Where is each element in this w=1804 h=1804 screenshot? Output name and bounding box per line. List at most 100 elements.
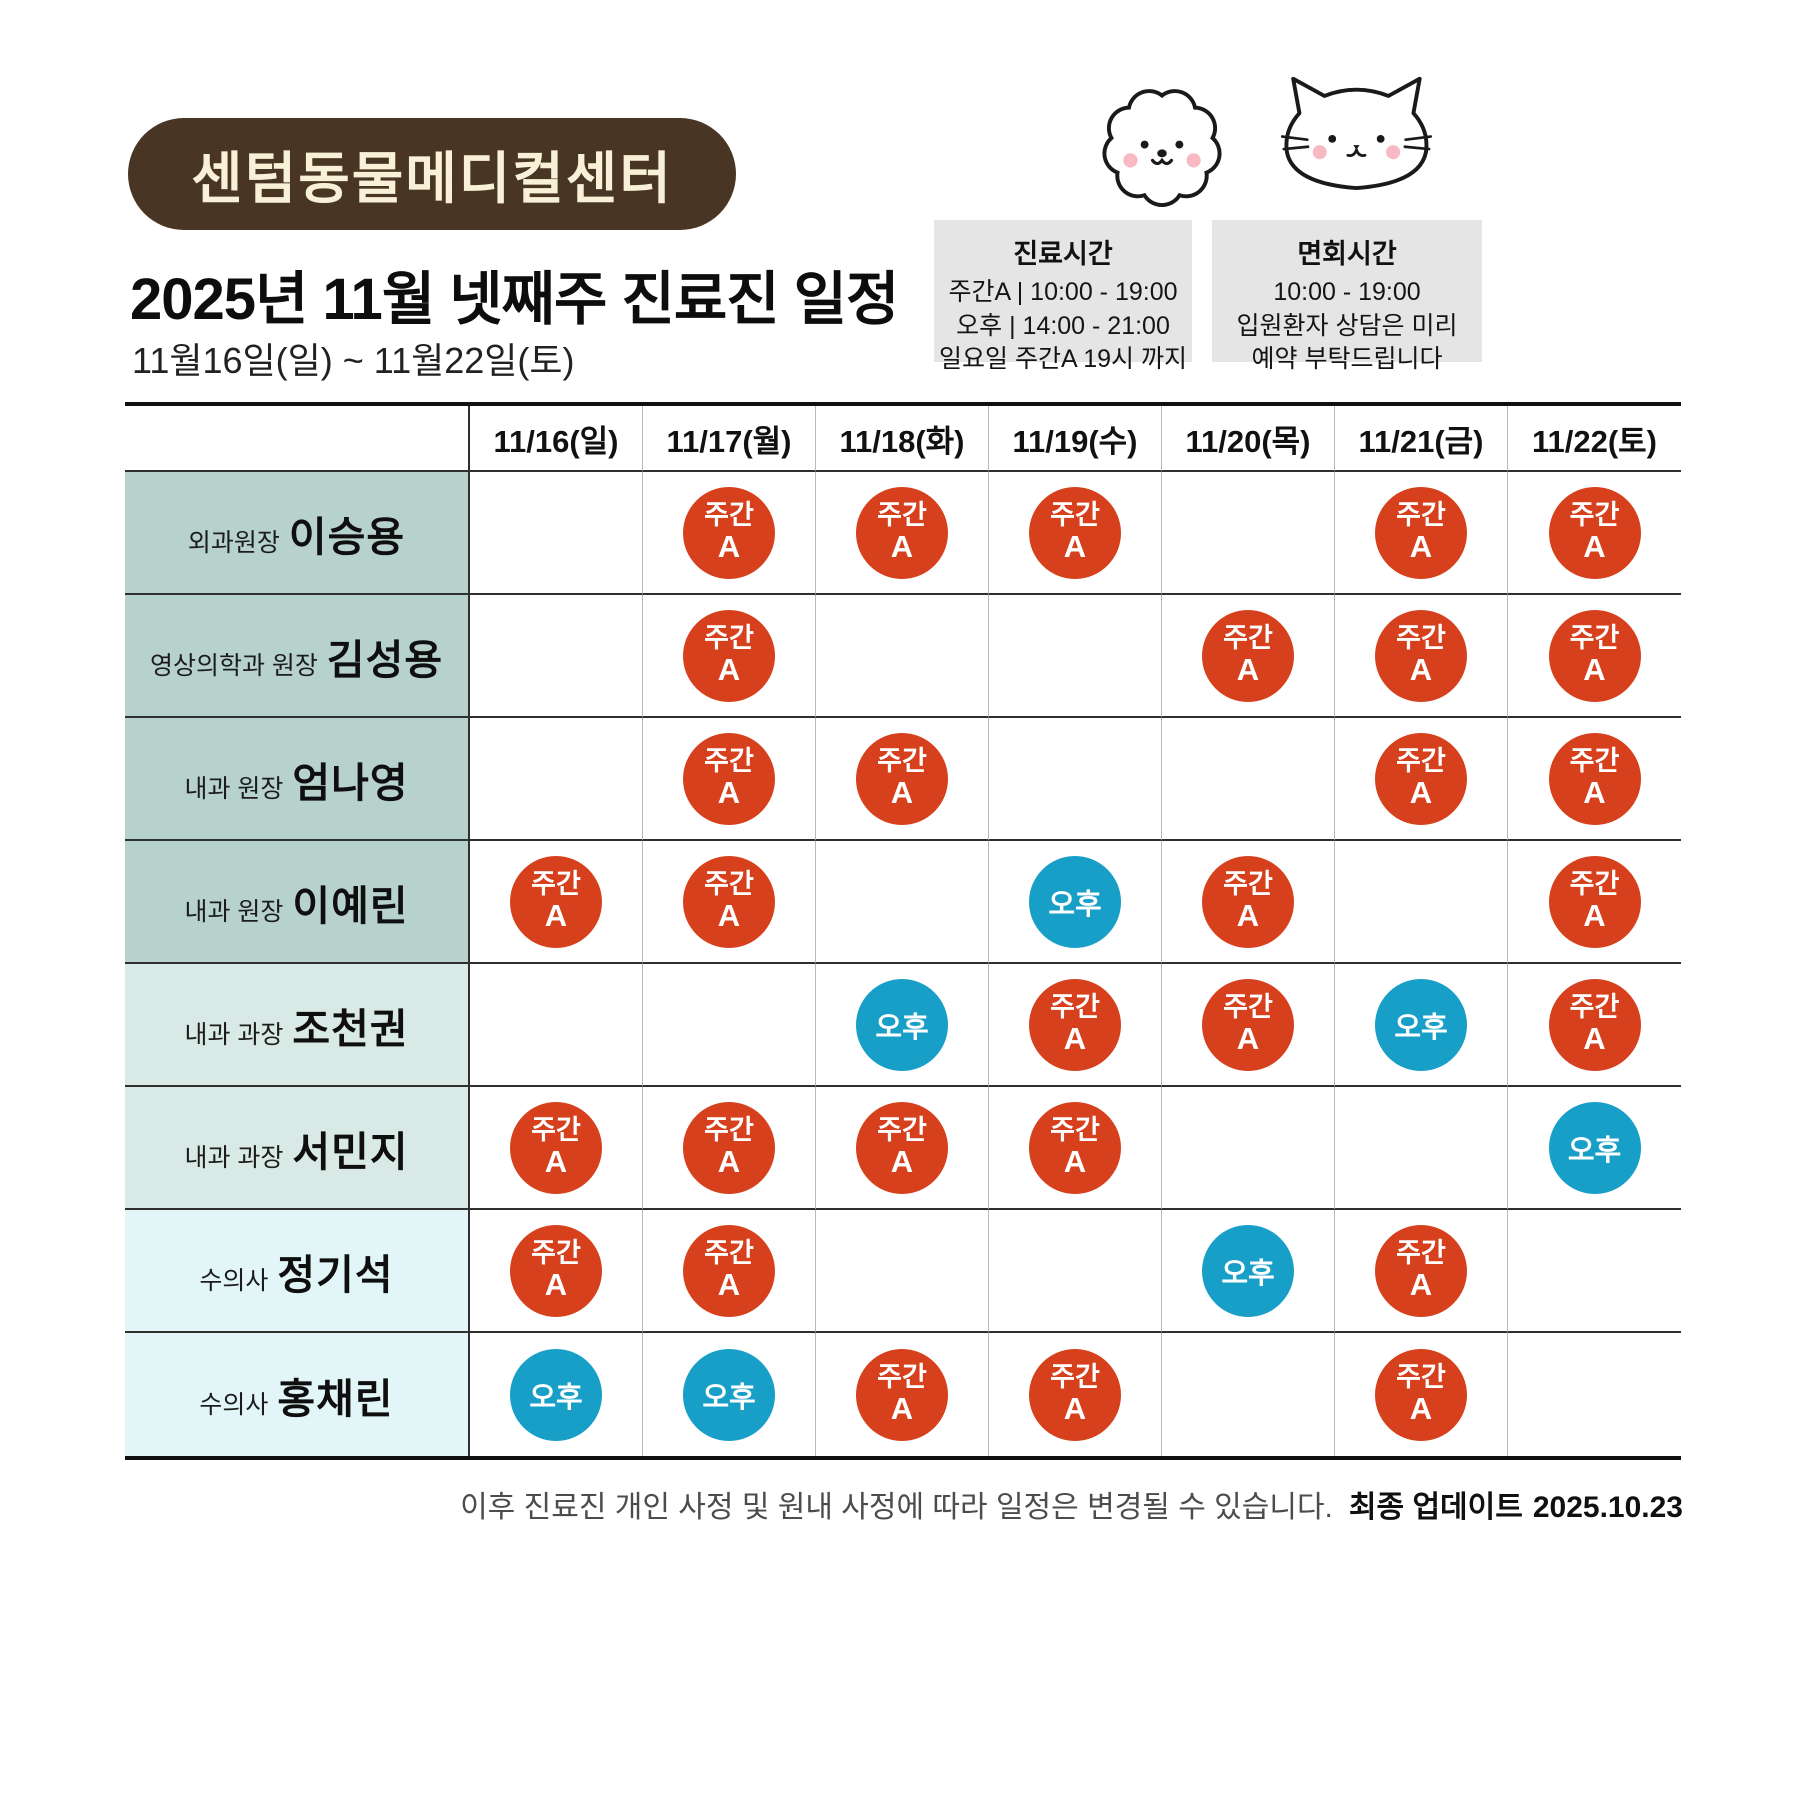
doctor-label-text: 영상의학과 원장 김성용 xyxy=(150,626,443,686)
shift-badge-daya: 주간 A xyxy=(1202,609,1294,702)
shift-label: A xyxy=(1409,775,1433,811)
schedule-cell: 주간 A xyxy=(643,841,816,964)
shift-label: A xyxy=(890,775,914,811)
shift-badge-daya: 주간 A xyxy=(1029,1101,1121,1194)
shift-label: 주간 xyxy=(704,746,754,777)
shift-label: 주간 xyxy=(704,1115,754,1146)
day-header: 11/17(월) xyxy=(643,406,816,472)
visiting-hours-title: 면회시간 xyxy=(1297,239,1397,269)
shift-label: 주간 xyxy=(704,500,754,531)
schedule-cell: 주간 A xyxy=(1508,595,1681,718)
shift-badge-daya: 주간 A xyxy=(1375,486,1467,579)
schedule-cell: 주간 A xyxy=(1162,964,1335,1087)
shift-label: 주간 xyxy=(1569,992,1620,1023)
shift-label: 오후 xyxy=(1221,1257,1275,1290)
shift-badge-daya: 주간 A xyxy=(856,1101,948,1194)
schedule-cell: 오후 xyxy=(1162,1210,1335,1333)
schedule-cell: 주간 A xyxy=(989,1333,1162,1456)
doctor-label-text: 수의사 정기석 xyxy=(199,1241,393,1301)
doctor-role: 수의사 xyxy=(199,1266,269,1295)
schedule-cell xyxy=(1162,1333,1335,1456)
shift-label: 오후 xyxy=(1567,1134,1622,1167)
shift-label: 오후 xyxy=(529,1381,583,1414)
shift-badge-afternoon: 오후 xyxy=(856,978,948,1071)
doctor-label-text: 내과 원장 이예린 xyxy=(184,872,408,932)
shift-label: A xyxy=(544,898,568,934)
shift-badge-daya: 주간 A xyxy=(856,732,948,825)
doctor-label: 내과 과장 조천권 xyxy=(125,964,470,1087)
shift-badge-daya: 주간 A xyxy=(683,1224,775,1317)
schedule-cell xyxy=(816,595,989,718)
schedule-cell: 오후 xyxy=(470,1333,643,1456)
shift-label: 오후 xyxy=(1048,888,1102,921)
shift-label: 주간 xyxy=(1223,623,1273,654)
schedule-cell: 주간 A xyxy=(1508,841,1681,964)
shift-label: 주간 xyxy=(1569,746,1620,777)
schedule-cell: 주간 A xyxy=(1162,841,1335,964)
shift-label: 주간 xyxy=(531,869,581,900)
shift-label: A xyxy=(1583,652,1606,688)
shift-badge-daya: 주간 A xyxy=(1202,978,1294,1071)
last-update-date: 2025.10.23 xyxy=(1532,1491,1683,1524)
schedule-cell xyxy=(643,964,816,1087)
shift-label: 주간 xyxy=(877,1115,927,1146)
schedule-cell: 주간 A xyxy=(1335,472,1508,595)
shift-label: 주간 xyxy=(531,1115,581,1146)
footer-note: 이후 진료진 개인 사정 및 원내 사정에 따라 일정은 변경될 수 있습니다.… xyxy=(460,1482,1683,1526)
schedule-cell: 주간 A xyxy=(470,841,643,964)
schedule-cell xyxy=(816,1210,989,1333)
doctor-label-text: 수의사 홍채린 xyxy=(199,1365,393,1425)
doctor-role: 내과 과장 xyxy=(184,1020,284,1049)
schedule-cell: 주간 A xyxy=(1335,718,1508,841)
schedule-cell xyxy=(470,718,643,841)
doctor-role: 내과 원장 xyxy=(184,774,284,803)
shift-badge-afternoon: 오후 xyxy=(1029,855,1121,948)
visiting-hours-line: 10:00 - 19:00 xyxy=(1273,278,1421,306)
schedule-cell: 오후 xyxy=(1508,1087,1681,1210)
day-header: 11/19(수) xyxy=(989,406,1162,472)
shift-label: 주간 xyxy=(1396,623,1446,654)
shift-badge-daya: 주간 A xyxy=(1202,855,1294,948)
doctor-name: 조천권 xyxy=(292,1005,409,1052)
shift-label: 오후 xyxy=(875,1011,929,1044)
shift-label: A xyxy=(890,529,914,565)
doctor-label: 내과 원장 이예린 xyxy=(125,841,470,964)
shift-label: 주간 xyxy=(1050,992,1100,1023)
shift-label: 주간 xyxy=(704,1238,754,1269)
shift-label: 주간 xyxy=(1396,500,1446,531)
doctor-label: 내과 원장 엄나영 xyxy=(125,718,470,841)
shift-badge-daya: 주간 A xyxy=(1548,486,1641,579)
shift-badge-daya: 주간 A xyxy=(683,732,775,825)
shift-badge-daya: 주간 A xyxy=(1029,1348,1121,1441)
schedule-cell xyxy=(989,595,1162,718)
clinic-hours-line: 오후 | 14:00 - 21:00 xyxy=(956,311,1170,340)
shift-label: A xyxy=(1063,1391,1087,1427)
shift-label: A xyxy=(1409,1267,1433,1303)
shift-label: A xyxy=(1409,529,1433,565)
doctor-label: 내과 과장 서민지 xyxy=(125,1087,470,1210)
day-header: 11/18(화) xyxy=(816,406,989,472)
shift-label: 주간 xyxy=(1223,992,1273,1023)
doctor-label-text: 내과 원장 엄나영 xyxy=(184,749,408,809)
shift-label: 주간 xyxy=(1396,1362,1446,1393)
schedule-cell: 오후 xyxy=(643,1333,816,1456)
schedule-cell: 오후 xyxy=(816,964,989,1087)
schedule-cell: 주간 A xyxy=(1508,472,1681,595)
shift-badge-daya: 주간 A xyxy=(510,1101,602,1194)
shift-label: A xyxy=(717,652,741,688)
shift-badge-daya: 주간 A xyxy=(1029,486,1121,579)
doctor-role: 외과원장 xyxy=(187,528,280,557)
doctor-label: 외과원장 이승용 xyxy=(125,472,470,595)
shift-badge-daya: 주간 A xyxy=(1548,609,1641,702)
shift-label: A xyxy=(717,1267,741,1303)
doctor-role: 내과 원장 xyxy=(184,897,284,926)
shift-label: A xyxy=(544,1267,568,1303)
doctor-name: 이승용 xyxy=(288,513,406,560)
schedule-cell: 주간 A xyxy=(470,1210,643,1333)
shift-badge-afternoon: 오후 xyxy=(1202,1224,1294,1317)
doctor-name: 홍채린 xyxy=(277,1375,394,1422)
schedule-cell: 주간 A xyxy=(643,1087,816,1210)
day-header: 11/22(토) xyxy=(1508,406,1681,472)
schedule-cell xyxy=(816,841,989,964)
